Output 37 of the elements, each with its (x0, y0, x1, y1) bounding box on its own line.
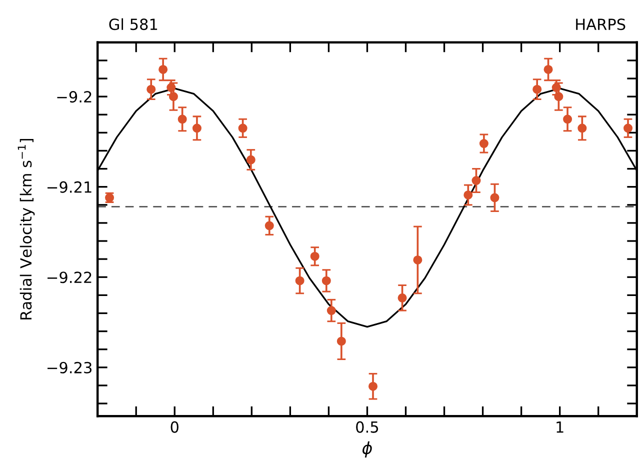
point (554, 92, 564, 102)
point (368, 382, 378, 391)
point (168, 92, 178, 102)
point (472, 176, 481, 186)
point (146, 84, 156, 94)
point (532, 84, 542, 94)
x-tick-label: 0.5 (356, 421, 378, 433)
point (544, 64, 553, 74)
point (413, 255, 422, 264)
x-axis-title: ϕ (362, 441, 372, 458)
point (246, 155, 256, 164)
point (238, 124, 248, 133)
y-tick-label: −9.23 (48, 362, 92, 374)
point (295, 276, 304, 286)
y-tick-label: −9.21 (48, 181, 92, 193)
point (158, 64, 168, 74)
text: Gl 581 (109, 18, 158, 30)
y-axis-title: Radial Velocity [km s$^{−1}$] (18, 139, 35, 320)
point (326, 306, 336, 316)
point (310, 252, 320, 261)
point (192, 124, 202, 133)
y-tick-label: −9.22 (48, 272, 92, 284)
point (623, 124, 633, 133)
point (464, 190, 473, 200)
point (479, 139, 488, 148)
point (578, 124, 587, 133)
point (336, 336, 346, 346)
point (322, 276, 331, 286)
x-tick-label: 1 (556, 421, 564, 433)
point (264, 221, 274, 230)
point (490, 193, 500, 202)
point (178, 114, 187, 124)
x-tick-label: 0 (170, 421, 178, 433)
point (398, 293, 407, 302)
text: HARPS (576, 18, 626, 30)
point (563, 114, 572, 124)
y-tick-label: −9.2 (57, 91, 92, 103)
